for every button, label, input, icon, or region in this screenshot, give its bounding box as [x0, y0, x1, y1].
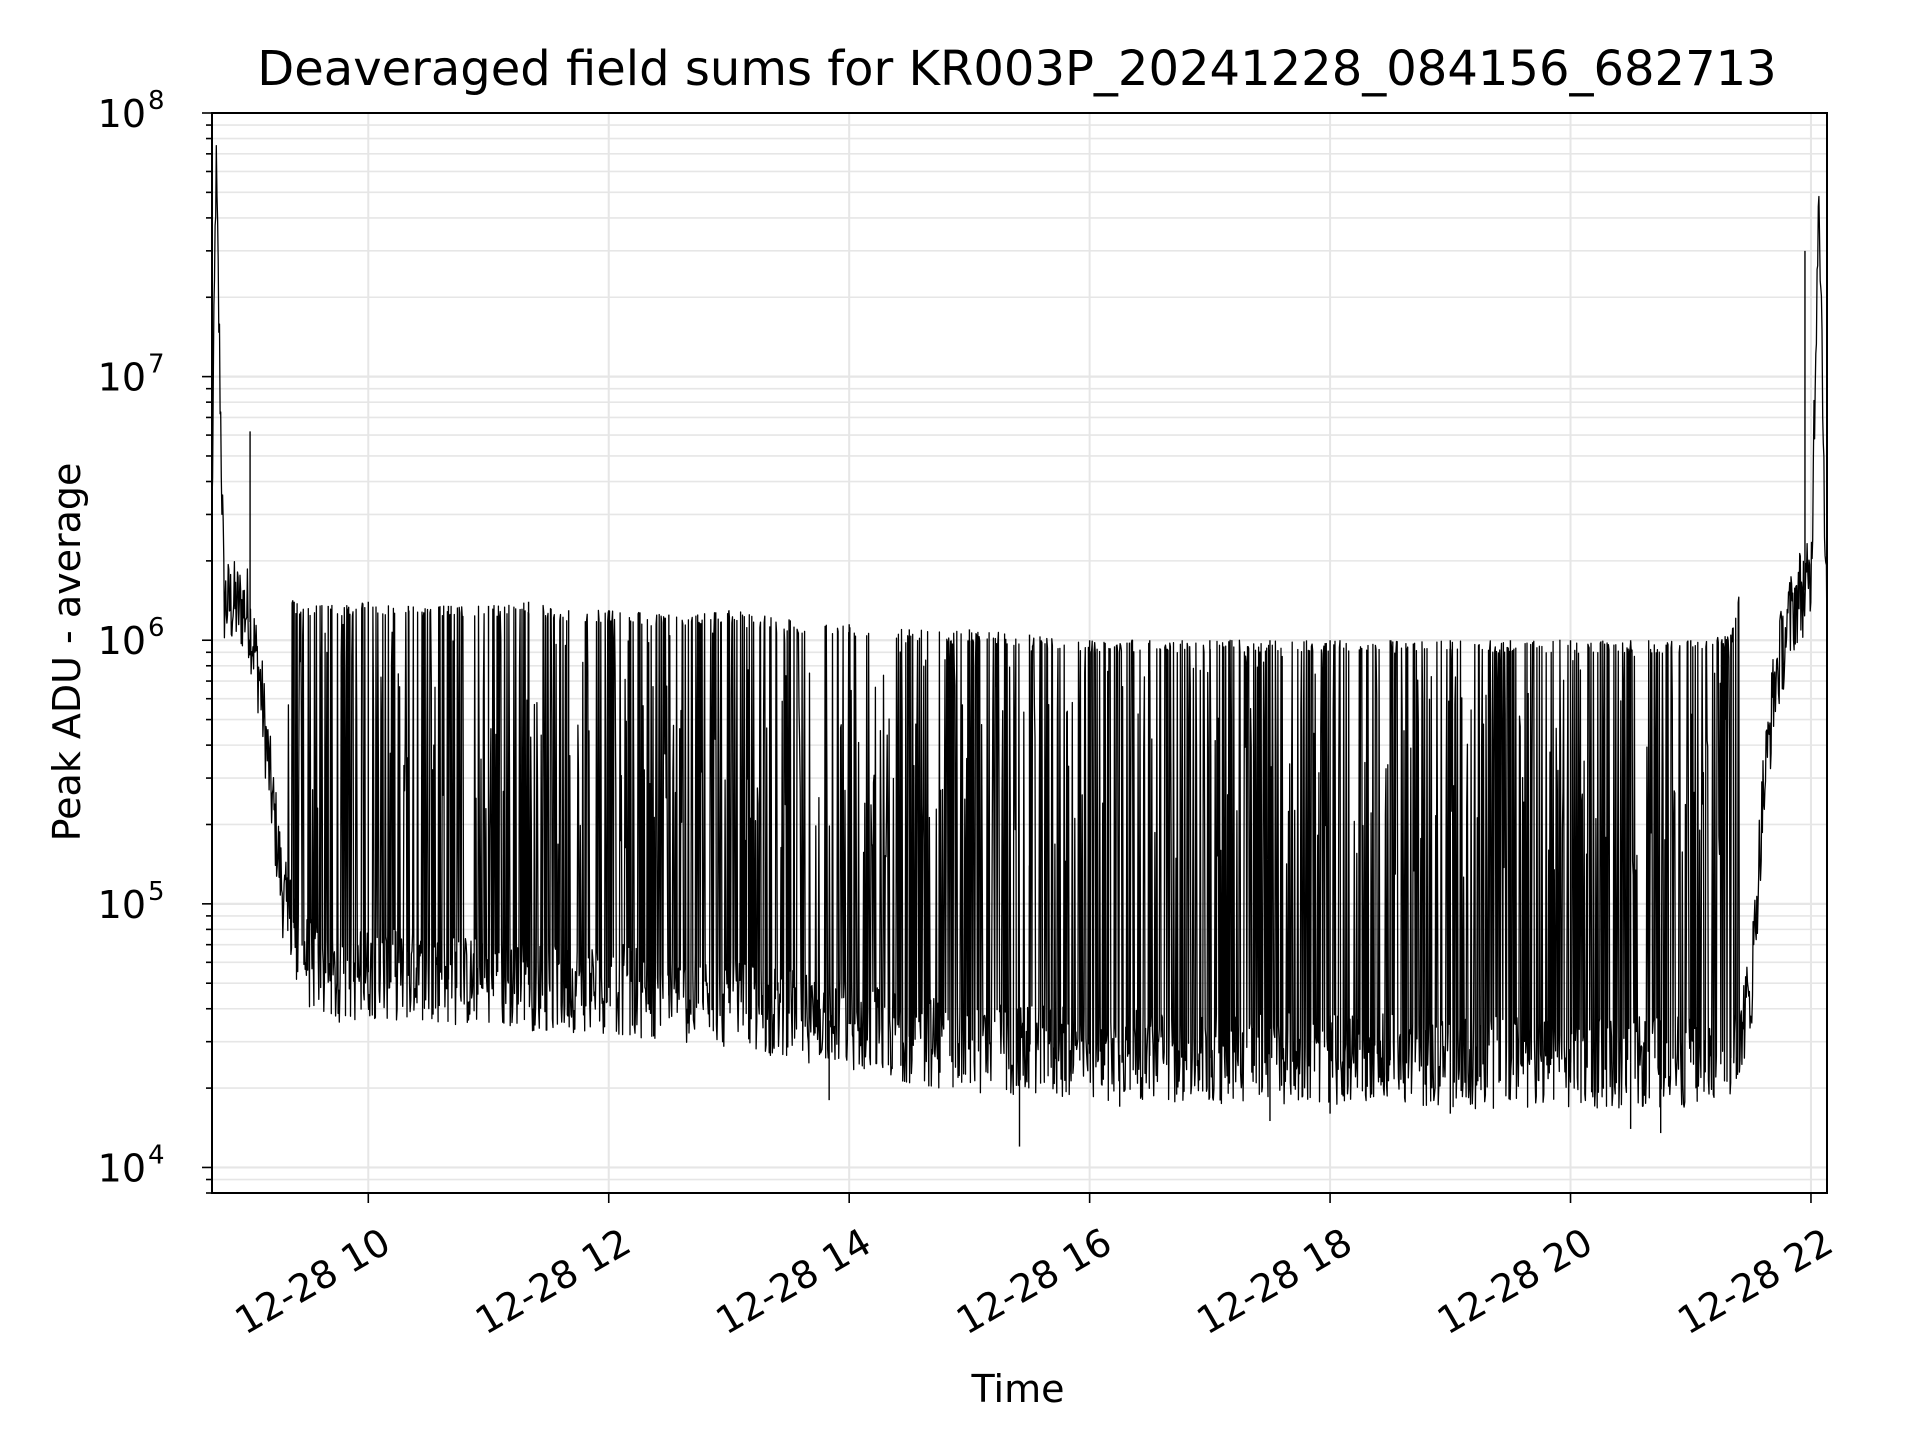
y-tick-label: 10	[98, 356, 146, 400]
y-tick-label: 10	[98, 619, 146, 663]
x-tick-label: 12-28 10	[228, 1220, 398, 1344]
y-tick-exponent: 7	[148, 350, 165, 380]
y-tick-exponent: 6	[148, 613, 165, 643]
x-tick-label: 12-28 12	[468, 1220, 638, 1344]
x-axis-label: Time	[971, 1367, 1065, 1411]
x-tick-label: 12-28 16	[949, 1220, 1119, 1344]
y-axis-label: Peak ADU - average	[45, 463, 89, 842]
x-tick-label: 12-28 20	[1430, 1220, 1600, 1344]
y-tick-label: 10	[98, 1146, 146, 1190]
x-tick-label: 12-28 22	[1670, 1220, 1840, 1344]
y-tick-exponent: 4	[148, 1140, 165, 1170]
x-tick-label: 12-28 18	[1189, 1220, 1359, 1344]
series-line	[212, 144, 1827, 1110]
chart-title: Deaveraged field sums for KR003P_2024122…	[257, 41, 1776, 97]
y-tick-exponent: 8	[148, 86, 165, 116]
x-tick-label: 12-28 14	[708, 1220, 878, 1344]
plot-area	[212, 144, 1827, 1147]
y-tick-label: 10	[98, 92, 146, 136]
y-tick-exponent: 5	[148, 877, 165, 907]
y-tick-label: 10	[98, 883, 146, 927]
